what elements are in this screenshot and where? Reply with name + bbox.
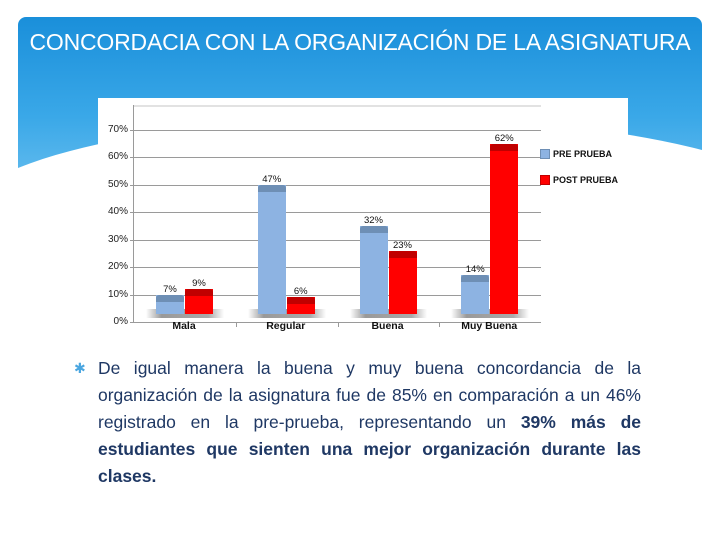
bar-cap	[359, 226, 388, 233]
bar-cap	[185, 289, 213, 297]
body-text-regular: De igual manera la buena y muy buena con…	[98, 358, 641, 432]
bar-cap	[461, 275, 490, 283]
legend-label-post: POST PRUEBA	[553, 175, 619, 185]
gridline	[134, 212, 541, 214]
bar-floor-shadow	[247, 308, 326, 318]
y-tick-label: 10%	[107, 288, 128, 300]
y-tick-label: 40%	[107, 206, 128, 218]
chart-legend: PRE PRUEBA POST PRUEBA	[540, 146, 618, 198]
slide-title: CONCORDACIA CON LA ORGANIZACIÓN DE LA AS…	[29, 29, 691, 55]
y-tick-mark	[130, 130, 134, 131]
gridline	[134, 157, 541, 159]
x-tick-mark	[235, 322, 237, 327]
bar-pre-mala	[156, 294, 184, 314]
y-tick-label: 70%	[107, 124, 128, 135]
bar-floor-shadow	[349, 308, 428, 318]
legend-label-pre: PRE PRUEBA	[553, 149, 613, 159]
y-tick-mark	[130, 294, 134, 296]
bar-cap	[490, 143, 519, 151]
x-category-label: Regular	[266, 320, 306, 332]
x-category-label: Muy Buena	[461, 320, 518, 332]
y-tick-mark	[130, 239, 134, 241]
bar-pre-regular	[257, 184, 286, 314]
y-tick-label: 30%	[107, 233, 128, 245]
bar-post-mala	[185, 289, 213, 314]
y-tick-label: 60%	[107, 151, 128, 163]
bar-value-label: 7%	[163, 283, 177, 295]
y-tick-label: 0%	[113, 316, 128, 327]
gridline	[134, 184, 541, 186]
bar-value-label: 62%	[494, 132, 514, 144]
bar-chart: 0% 10% 20% 30% 40% 50% 60% 70% 7% 9% 47% 6% 32% 23% 14…	[98, 98, 628, 332]
legend-item-pre: PRE PRUEBA	[540, 146, 618, 162]
bar-value-label: 9%	[192, 278, 206, 290]
y-tick-mark	[130, 157, 134, 159]
body-text-bold: 39% más de estudiantes que sienten una m…	[98, 412, 641, 486]
body-paragraph: De igual manera la buena y muy buena con…	[98, 355, 641, 490]
bar-post-buena	[388, 250, 417, 314]
legend-swatch-pre	[540, 149, 550, 159]
y-tick-mark	[130, 267, 134, 269]
bar-pre-muy-buena	[461, 275, 490, 314]
gridline	[134, 239, 541, 241]
bar-value-label: 47%	[262, 173, 282, 185]
x-tick-mark	[439, 322, 441, 327]
bar-value-label: 32%	[363, 215, 383, 226]
bar-floor-shadow	[451, 308, 529, 318]
y-tick-mark	[130, 322, 134, 323]
plot-top-border	[134, 105, 541, 107]
y-tick-mark	[130, 184, 134, 186]
asterisk-bullet-icon: ✱	[74, 360, 86, 376]
y-tick-mark	[130, 212, 134, 214]
bar-value-label: 14%	[465, 264, 485, 276]
bar-pre-buena	[359, 226, 388, 314]
y-tick-label: 20%	[107, 261, 128, 273]
bar-value-label: 23%	[392, 239, 412, 251]
bar-cap	[156, 294, 184, 302]
bar-value-label: 6%	[293, 286, 308, 298]
bar-post-regular	[286, 297, 315, 314]
gridline	[134, 130, 541, 131]
bar-cap	[257, 184, 286, 192]
bar-cap	[286, 297, 315, 305]
plot-area: 0% 10% 20% 30% 40% 50% 60% 70% 7% 9% 47% 6% 32% 23% 14…	[108, 105, 541, 327]
x-category-label: Buena	[371, 320, 404, 332]
gridline	[134, 294, 541, 296]
gridline	[134, 267, 541, 269]
x-tick-mark	[337, 322, 339, 327]
bar-floor-shadow	[146, 308, 224, 318]
bar-post-muy-buena	[490, 143, 519, 314]
y-tick-label: 50%	[107, 178, 128, 190]
bar-cap	[388, 250, 417, 258]
x-category-label: Mala	[172, 320, 196, 332]
legend-item-post: POST PRUEBA	[540, 172, 618, 188]
legend-swatch-post	[540, 175, 550, 185]
